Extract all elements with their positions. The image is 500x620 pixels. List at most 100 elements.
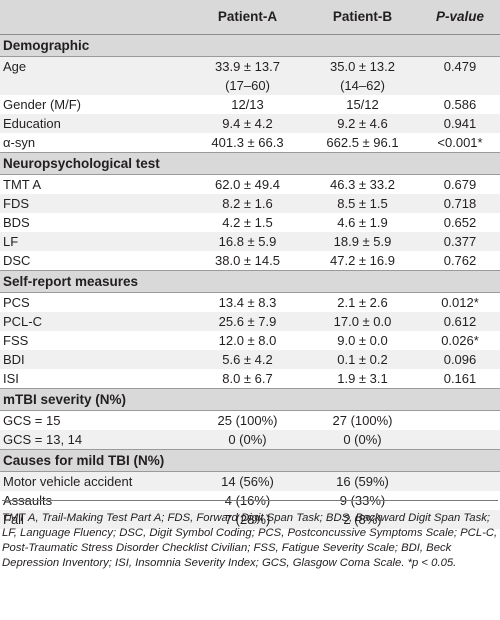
cell-value: 0 (0%) (228, 431, 267, 447)
row-label: TMT A (3, 176, 42, 192)
cell-value: 18.9 ± 5.9 (333, 233, 392, 249)
cell-value: 4.2 ± 1.5 (222, 214, 273, 230)
cell-p-value: 0.718 (420, 193, 500, 213)
cell-patient-b: 9.0 ± 0.0 (305, 331, 420, 350)
cell-value: 9.4 ± 4.2 (222, 115, 273, 131)
cell-value: 46.3 ± 33.2 (330, 176, 395, 192)
cell-value: 9.0 ± 0.0 (337, 332, 388, 348)
cell-value: 7 (28%) (224, 511, 271, 527)
cell-patient-b: 662.5 ± 96.1 (305, 133, 420, 153)
row-label: GCS = 13, 14 (0, 429, 190, 449)
header-patient-a: Patient-A (190, 0, 305, 35)
cell-p-value (420, 509, 500, 529)
cell-patient-b: 17.0 ± 0.0 (305, 311, 420, 331)
cell-patient-b: 2 (8%) (305, 509, 420, 529)
cell-value: 62.0 ± 49.4 (215, 176, 280, 192)
cell-patient-b: 0.1 ± 0.2 (305, 349, 420, 369)
cell-p-value: 0.762 (443, 252, 477, 268)
cell-patient-b: 16 (59%) (305, 471, 420, 491)
cell-p-value (420, 410, 500, 430)
cell-patient-b: 35.0 ± 13.2 (14–62) (305, 56, 420, 95)
table-row: GCS = 13, 14 0 (0%) 0 (0%) (0, 429, 500, 449)
cell-value: 8.5 ± 1.5 (337, 195, 388, 211)
table-header: Patient-A Patient-B P-value (0, 0, 500, 35)
table-row: Motor vehicle accident 14 (56%) 16 (59%) (0, 471, 500, 491)
table-footnote: TMT A, Trail-Making Test Part A; FDS, Fo… (2, 500, 498, 571)
row-label: α-syn (3, 134, 36, 150)
cell-patient-b: 47.2 ± 16.9 (305, 251, 420, 271)
table-row: FDS 8.2 ± 1.6 8.5 ± 1.5 0.718 (0, 193, 500, 213)
table-row: BDS 4.2 ± 1.5 4.6 ± 1.9 0.652 (0, 213, 500, 232)
header-patient-b: Patient-B (305, 0, 420, 35)
table-row: Age 33.9 ± 13.7 (17–60) 35.0 ± 13.2 (14–62) 0… (0, 56, 500, 95)
row-label: ISI (3, 370, 19, 386)
table-row: PCL-C 25.6 ± 7.9 17.0 ± 0.0 0.612 (0, 311, 500, 331)
cell-value: 25.6 ± 7.9 (218, 313, 277, 329)
table-row: Assaults 4 (16%) 9 (33%) (0, 491, 500, 510)
table-row: DSC 38.0 ± 14.5 47.2 ± 16.9 0.762 (0, 251, 500, 271)
cell-range: (14–62) (340, 77, 385, 93)
cell-p-value: 0.941 (420, 113, 500, 133)
section-title: Demographic (0, 33, 500, 57)
cell-p-value: 0.096 (420, 349, 500, 369)
section-title: Self-report measures (0, 269, 500, 293)
cell-patient-a: 14 (56%) (190, 471, 305, 491)
cell-patient-a: 9.4 ± 4.2 (190, 113, 305, 133)
row-label: Education (0, 113, 190, 133)
cell-patient-a: 38.0 ± 14.5 (190, 251, 305, 271)
cell-patient-a: 4.2 ± 1.5 (190, 213, 305, 232)
cell-patient-a: 8.2 ± 1.6 (190, 193, 305, 213)
cell-patient-b: 18.9 ± 5.9 (305, 231, 420, 251)
cell-patient-a: 62.0 ± 49.4 (190, 174, 305, 194)
row-label: Motor vehicle accident (0, 471, 190, 491)
table-body: Demographic Age 33.9 ± 13.7 (17–60) 35.0 ± 1… (0, 33, 500, 529)
table-row: PCS 13.4 ± 8.3 2.1 ± 2.6 0.012* (0, 292, 500, 312)
cell-value: 8.2 ± 1.6 (222, 195, 273, 211)
row-label: BDS (3, 214, 30, 230)
cell-value: 17.0 ± 0.0 (333, 313, 392, 329)
cell-value: 27 (100%) (332, 412, 393, 428)
table-row: BDI 5.6 ± 4.2 0.1 ± 0.2 0.096 (0, 349, 500, 369)
header-empty (0, 0, 190, 35)
cell-p-value: 0.377 (420, 231, 500, 251)
header-p-value: P-value (420, 0, 500, 35)
cell-value: 16.8 ± 5.9 (218, 233, 277, 249)
cell-value: 9.2 ± 4.6 (337, 115, 388, 131)
cell-value: 33.9 ± 13.7 (215, 58, 280, 74)
table-row: LF 16.8 ± 5.9 18.9 ± 5.9 0.377 (0, 231, 500, 251)
cell-value: 25 (100%) (217, 412, 278, 428)
cell-patient-a: 25 (100%) (190, 410, 305, 430)
cell-value: 38.0 ± 14.5 (215, 252, 280, 268)
row-label: PCS (3, 294, 30, 310)
cell-p-value: <0.001* (437, 134, 483, 150)
cell-p-value: 0.586 (443, 96, 477, 112)
row-label: GCS = 15 (3, 412, 61, 428)
cell-patient-a: 12.0 ± 8.0 (190, 331, 305, 350)
cell-value: 16 (59%) (336, 473, 389, 489)
cell-p-value: 0.479 (420, 56, 500, 95)
row-label: FSS (3, 332, 29, 348)
cell-value: 1.9 ± 3.1 (337, 370, 388, 386)
data-table: Patient-A Patient-B P-value Demographic A… (0, 0, 500, 529)
cell-value: 401.3 ± 66.3 (211, 134, 284, 150)
cell-value: 14 (56%) (221, 473, 274, 489)
cell-patient-b: 9.2 ± 4.6 (305, 113, 420, 133)
row-label: Fall (0, 509, 190, 529)
table-row: α-syn 401.3 ± 66.3 662.5 ± 96.1 <0.001* (0, 133, 500, 153)
cell-value: 0 (0%) (343, 431, 382, 447)
row-label: DSC (3, 252, 31, 268)
cell-patient-a: 16.8 ± 5.9 (190, 231, 305, 251)
cell-p-value: 0.679 (443, 176, 477, 192)
cell-p-value: 0.612 (420, 311, 500, 331)
row-label: BDI (0, 349, 190, 369)
table-row: FSS 12.0 ± 8.0 9.0 ± 0.0 0.026* (0, 331, 500, 350)
row-label: FDS (0, 193, 190, 213)
cell-patient-a: 13.4 ± 8.3 (190, 292, 305, 312)
cell-patient-b: 2.1 ± 2.6 (305, 292, 420, 312)
table-row: Fall 7 (28%) 2 (8%) (0, 509, 500, 529)
cell-p-value: 0.652 (443, 214, 477, 230)
cell-value: 662.5 ± 96.1 (326, 134, 399, 150)
cell-patient-b: 1.9 ± 3.1 (305, 369, 420, 389)
cell-value: 15/12 (346, 96, 379, 112)
